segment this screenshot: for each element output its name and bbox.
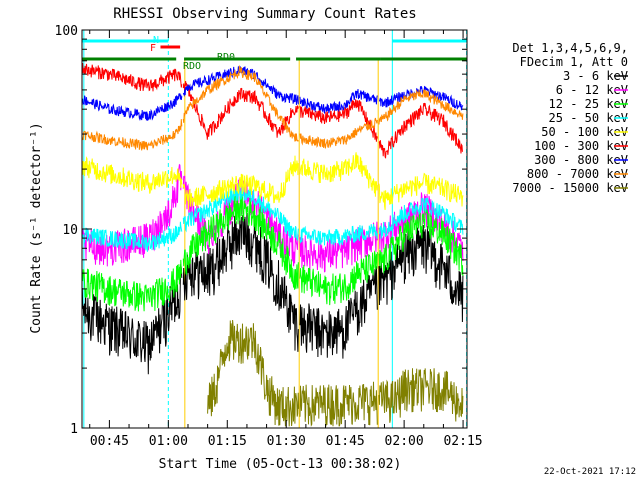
footer-date: 22-Oct-2021 17:12 [544,467,636,477]
x-tick-label: 01:45 [326,434,365,449]
legend-entry: 50 - 100 keV [541,125,628,139]
series-line [378,224,464,323]
series-line [182,155,299,210]
annotation-rd0-label: RD0 [217,52,235,63]
annotation-flare-label: F [150,43,156,54]
series-line [182,64,299,142]
series-line [378,197,464,239]
series-line [81,221,183,252]
series-line [299,223,378,246]
series-line [182,181,299,241]
series-line [378,172,464,210]
legend-entry: 12 - 25 keV [549,97,628,111]
series-line [299,99,378,142]
x-tick-label: 00:45 [90,434,129,449]
series-line [299,221,378,273]
series-line [299,88,378,114]
legend-entry: 6 - 12 keV [556,83,628,97]
series-line [81,156,183,194]
chart-title: RHESSI Observing Summary Count Rates [113,6,416,22]
x-tick-label: 01:15 [208,434,247,449]
series-line [81,163,183,267]
legend-entry: 100 - 300 keV [534,139,628,153]
series-line [81,93,183,122]
legend-entry: 300 - 800 keV [534,153,628,167]
series-line [378,207,464,276]
x-tick-label: 02:00 [385,434,424,449]
series-line [81,264,183,375]
y-axis-label: Count Rate (s⁻¹ detector⁻¹) [29,122,44,333]
series-line [207,319,300,427]
x-axis-label: Start Time (05-Oct-13 00:38:02) [159,457,402,472]
legend-entry: 25 - 50 keV [549,111,628,125]
y-tick-label: 1 [70,422,78,437]
annotation-rdo-label: RDO [183,61,201,72]
legend-entry: 7000 - 15000 keV [512,181,628,195]
annotation-night-label: N [153,35,159,46]
series-line [81,259,183,312]
series-line [299,381,378,427]
legend-header-line-2: FDecim 1, Att 0 [520,55,628,69]
series-line [299,152,378,197]
series-line [299,117,378,149]
series-line [81,119,183,151]
series-line [378,102,463,159]
x-tick-label: 01:00 [149,434,188,449]
legend-header-line-1: Det 1,3,4,5,6,9, [512,41,628,55]
y-tick-label: 100 [55,24,78,39]
y-tick-label: 10 [62,223,78,238]
legend-entry: 3 - 6 keV [563,69,628,83]
legend-entry: 800 - 7000 keV [527,167,628,181]
series-line [182,81,299,140]
series-line [299,250,378,306]
series-line [378,368,464,423]
series-line [378,88,464,125]
series-line [182,212,299,352]
x-tick-label: 02:15 [443,434,482,449]
series-line [299,266,378,359]
series-line [81,62,183,92]
x-tick-label: 01:30 [267,434,306,449]
